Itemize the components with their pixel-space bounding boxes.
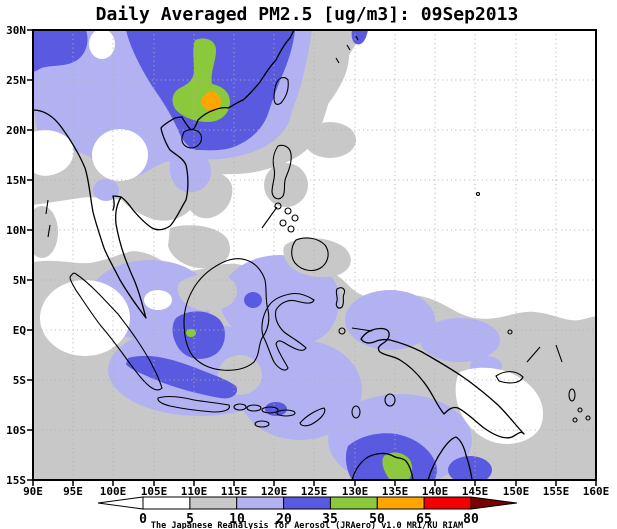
lat-label: 5S	[13, 374, 26, 387]
colorbar: 0 5 10 20 35 50 65 80 The Japanese Reana…	[97, 496, 518, 529]
attribution-caption: The Japanese Reanalysis for Aerosol (JRA…	[151, 520, 463, 529]
coast-lesser-sunda	[233, 403, 326, 428]
colorbar-tick: 5	[186, 512, 194, 527]
clean-air-white-pockets	[33, 30, 544, 444]
region-blue-timor	[265, 402, 287, 416]
white-pocket-yunnan	[92, 129, 148, 181]
axis-ticks	[27, 29, 597, 486]
lon-label: 130E	[342, 485, 369, 498]
lon-label: 100E	[100, 485, 127, 498]
lon-label: 135E	[382, 485, 409, 498]
colorbar-under-arrow	[97, 496, 144, 510]
coast-hainan	[181, 129, 203, 149]
region-blue-topleft-corner	[33, 30, 88, 72]
coast-australia	[351, 436, 473, 480]
coast-luzon	[271, 144, 292, 200]
white-pocket-indian-ocean	[40, 280, 130, 356]
lat-label: 10N	[6, 224, 26, 237]
lon-label: 120E	[261, 485, 288, 498]
lon-label: 155E	[543, 485, 570, 498]
colorbar-segment	[329, 496, 378, 510]
coast-bismarck-solomons	[495, 329, 591, 423]
pm25-gray-upper-patches	[177, 34, 356, 395]
region-gray-bengal	[33, 206, 58, 258]
colorbar-tick: 80	[463, 512, 479, 527]
region-blue-top-notch	[351, 30, 368, 45]
lat-axis-labels: 30N 25N 20N 15N 10N 5N EQ 5S 10S 15S	[6, 24, 26, 487]
graticule	[33, 30, 596, 480]
region-lb-thailand	[93, 179, 119, 201]
lat-label: 15N	[6, 174, 26, 187]
coast-asia-mainland	[33, 30, 295, 319]
colorbar-tick: 10	[229, 512, 245, 527]
region-lb-celebes	[262, 268, 338, 344]
coast-java	[157, 395, 230, 413]
region-orange-pearl-river-delta	[201, 91, 221, 112]
white-pocket-natuna	[144, 290, 172, 310]
lon-label: 160E	[583, 485, 610, 498]
colorbar-tick: 20	[276, 512, 292, 527]
lat-label: 15S	[6, 474, 26, 487]
lat-label: 30N	[6, 24, 26, 37]
colorbar-segment	[283, 496, 332, 510]
region-gray-luzon	[264, 163, 308, 207]
lon-label: 145E	[462, 485, 489, 498]
colorbar-tick: 50	[369, 512, 385, 527]
region-green-kalimantan-dot	[186, 329, 196, 337]
region-gray-luzon-strait	[304, 122, 356, 158]
coast-taiwan	[273, 77, 289, 105]
region-gray-cambodia	[168, 171, 233, 269]
region-lb-vietnam-coast	[169, 149, 212, 193]
colorbar-tick-labels: 0 5 10 20 35 50 65 80	[139, 512, 479, 527]
lon-label: 90E	[23, 485, 43, 498]
colorbar-segment	[423, 496, 472, 510]
lon-label: 150E	[503, 485, 530, 498]
colorbar-tick: 0	[139, 512, 147, 527]
lon-label: 110E	[181, 485, 208, 498]
region-blue-java-strip	[126, 355, 238, 399]
lon-axis-labels: 90E 95E 100E 105E 110E 115E 120E 125E 13…	[23, 485, 609, 498]
coast-moluccas	[335, 287, 396, 419]
region-gray-north-borneo	[177, 273, 237, 311]
colorbar-segment	[142, 496, 191, 510]
region-gray-east-taiwan-band	[287, 34, 350, 152]
coast-sulawesi	[261, 292, 315, 371]
coast-new-guinea	[360, 327, 525, 439]
colorbar-tick: 65	[416, 512, 432, 527]
region-lb-moluccas	[345, 290, 435, 350]
coast-visayas	[261, 202, 299, 233]
lat-label: 20N	[6, 124, 26, 137]
map-shading	[33, 30, 596, 480]
region-blue-se-borneo	[244, 292, 262, 308]
coast-gulf-of-thailand	[112, 195, 122, 211]
colorbar-segment	[189, 496, 238, 510]
white-pocket-tibet	[89, 30, 115, 59]
lat-label: 5N	[13, 274, 26, 287]
lon-label: 105E	[141, 485, 168, 498]
lat-label: EQ	[13, 324, 27, 337]
colorbar-segment	[376, 496, 425, 510]
colorbar-tick: 35	[322, 512, 338, 527]
region-lb-banda	[238, 340, 362, 440]
lon-label: 140E	[422, 485, 449, 498]
coast-small-islands-north	[45, 35, 481, 238]
coast-mindanao	[291, 237, 329, 272]
coastlines	[33, 30, 591, 480]
coast-sumatra	[69, 272, 163, 391]
colorbar-segment	[236, 496, 285, 510]
colorbar-over-arrow	[470, 496, 518, 510]
lat-label: 10S	[6, 424, 26, 437]
region-lb-newguinea-north	[420, 318, 500, 362]
lon-label: 125E	[301, 485, 328, 498]
white-pocket-left	[33, 130, 74, 176]
lat-label: 25N	[6, 74, 26, 87]
region-blue-kalimantan	[172, 311, 225, 359]
coast-borneo	[183, 258, 270, 371]
lon-label: 115E	[221, 485, 248, 498]
lon-label: 95E	[63, 485, 83, 498]
figure-title: Daily Averaged PM2.5 [ug/m3]: 09Sep2013	[96, 4, 519, 25]
